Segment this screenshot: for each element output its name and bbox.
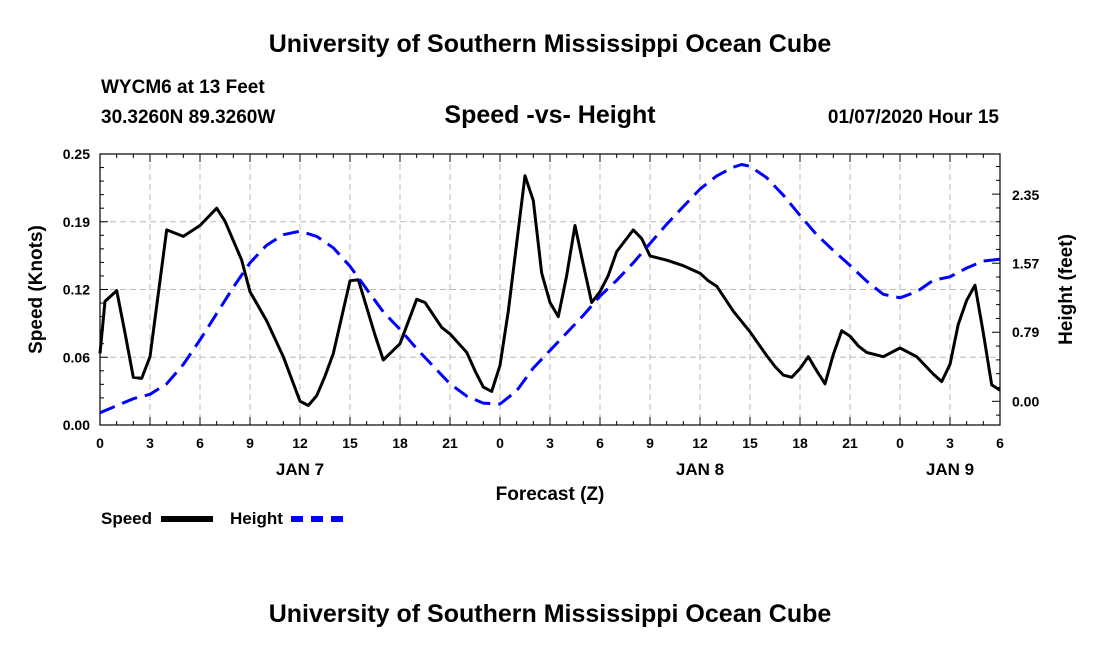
y2-axis-title: Height (feet) (1056, 234, 1077, 345)
x-axis-title: Forecast (Z) (496, 484, 605, 505)
x-tick-label: 0 (896, 435, 904, 451)
x-tick-label: 3 (146, 435, 154, 451)
speed-series-line (98, 174, 1001, 407)
y-tick-label: 0.12 (63, 282, 90, 298)
x-tick-label: 0 (96, 435, 104, 451)
x-tick-label: 3 (946, 435, 954, 451)
y-tick-label: 0.19 (63, 214, 90, 230)
x-tick-label: 12 (692, 435, 708, 451)
x-tick-label: 9 (246, 435, 254, 451)
height-series-line (99, 163, 1001, 415)
station-name: WYCM6 at 13 Feet (101, 77, 265, 98)
legend-height-label: Height (230, 509, 283, 528)
y-tick-label: 0.06 (63, 349, 90, 365)
y2-tick-label: 0.79 (1012, 324, 1039, 340)
x-tick-label: 6 (996, 435, 1004, 451)
legend-speed-label: Speed (101, 509, 153, 528)
legend-speed-swatch (161, 516, 213, 522)
y2-tick-label: 1.57 (1012, 256, 1039, 272)
x-tick-label: 21 (442, 435, 458, 451)
x-tick-label: 18 (392, 435, 408, 451)
chart-title-bottom: University of Southern Mississippi Ocean… (268, 600, 832, 628)
x-tick-label: 18 (792, 435, 808, 451)
legend-height-swatch (291, 516, 343, 522)
x-tick-label: 0 (496, 435, 504, 451)
y2-tick-label: 0.00 (1012, 393, 1039, 409)
day-label: JAN 9 (926, 460, 974, 479)
y-axis-title: Speed (Knots) (26, 225, 47, 354)
x-tick-label: 6 (196, 435, 204, 451)
x-tick-label: 12 (292, 435, 308, 451)
day-label: JAN 8 (676, 460, 724, 479)
forecast-date: 01/07/2020 Hour 15 (827, 107, 999, 128)
y2-tick-label: 2.35 (1012, 187, 1039, 203)
day-label: JAN 7 (276, 460, 324, 479)
x-tick-label: 21 (842, 435, 858, 451)
x-tick-label: 6 (596, 435, 604, 451)
x-tick-label: 15 (742, 435, 758, 451)
x-tick-label: 9 (646, 435, 654, 451)
station-coordinates: 30.3260N 89.3260W (101, 107, 276, 128)
x-tick-label: 15 (342, 435, 358, 451)
x-tick-label: 3 (546, 435, 554, 451)
chart-subtitle: Speed -vs- Height (444, 101, 656, 129)
chart-title-top: University of Southern Mississippi Ocean… (268, 30, 832, 58)
y-tick-label: 0.25 (63, 146, 90, 162)
y-tick-label: 0.00 (63, 417, 90, 433)
